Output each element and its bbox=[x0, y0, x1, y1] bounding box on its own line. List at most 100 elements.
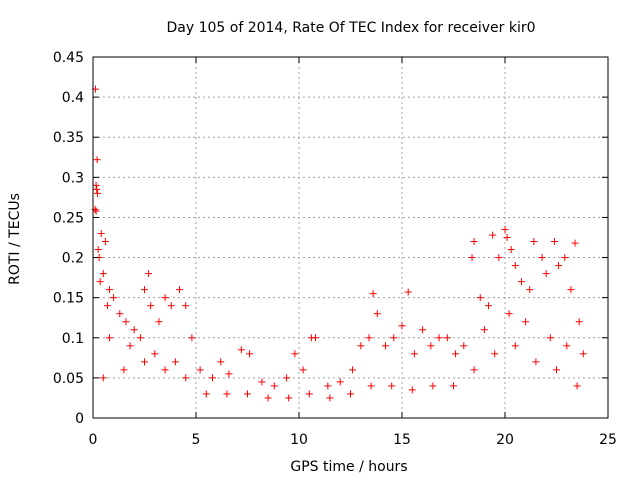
y-tick-label: 0.3 bbox=[62, 170, 84, 186]
data-point bbox=[96, 278, 104, 286]
data-point bbox=[246, 350, 254, 358]
data-point bbox=[567, 286, 575, 294]
data-point bbox=[99, 270, 107, 278]
data-point bbox=[264, 394, 272, 402]
data-point bbox=[476, 294, 484, 302]
data-point bbox=[452, 350, 460, 358]
data-point bbox=[208, 374, 216, 382]
data-point bbox=[561, 254, 569, 262]
data-point bbox=[299, 366, 307, 374]
data-point bbox=[503, 234, 511, 241]
data-point bbox=[542, 270, 550, 278]
data-point bbox=[217, 358, 225, 366]
data-point bbox=[182, 302, 190, 310]
data-point bbox=[93, 156, 101, 164]
data-point bbox=[305, 390, 313, 398]
data-point bbox=[92, 207, 100, 215]
data-point bbox=[507, 246, 515, 254]
data-point bbox=[480, 326, 488, 334]
y-axis-title: ROTI / TECUs bbox=[7, 193, 23, 285]
data-point bbox=[538, 254, 546, 262]
data-point bbox=[130, 326, 138, 334]
data-point bbox=[530, 238, 538, 246]
data-point bbox=[147, 302, 155, 310]
y-tick-label: 0.35 bbox=[53, 130, 84, 146]
data-point bbox=[202, 390, 210, 398]
data-point bbox=[101, 238, 109, 246]
data-point bbox=[579, 350, 587, 358]
x-tick-label: 20 bbox=[496, 432, 514, 448]
x-axis-title: GPS time / hours bbox=[290, 459, 407, 475]
data-point bbox=[550, 238, 558, 246]
y-tick-label: 0.25 bbox=[53, 210, 84, 226]
data-point bbox=[93, 185, 101, 193]
data-point bbox=[553, 366, 560, 374]
y-tick-label: 0.2 bbox=[62, 251, 84, 267]
data-point bbox=[505, 310, 513, 318]
data-point bbox=[365, 334, 373, 342]
data-point bbox=[94, 246, 102, 254]
data-point bbox=[390, 334, 398, 342]
chart-title: Day 105 of 2014, Rate Of TEC Index for r… bbox=[166, 20, 535, 36]
data-point bbox=[120, 366, 128, 374]
data-point bbox=[258, 378, 266, 386]
data-point bbox=[546, 334, 554, 342]
data-point bbox=[136, 334, 144, 342]
data-point bbox=[563, 342, 571, 350]
data-point bbox=[167, 302, 175, 310]
y-tick-label: 0.4 bbox=[62, 90, 84, 106]
data-point bbox=[369, 290, 377, 298]
x-tick-label: 25 bbox=[599, 432, 617, 448]
data-point bbox=[283, 374, 291, 382]
data-point bbox=[223, 390, 231, 398]
data-point bbox=[103, 302, 111, 310]
data-point bbox=[443, 334, 451, 342]
data-point bbox=[176, 286, 184, 294]
data-point bbox=[532, 358, 540, 366]
data-point bbox=[367, 382, 375, 390]
data-point bbox=[404, 288, 412, 296]
data-point bbox=[171, 358, 179, 366]
grid-lines bbox=[93, 57, 608, 418]
data-point bbox=[573, 382, 581, 390]
data-point bbox=[511, 262, 519, 270]
data-point bbox=[244, 390, 251, 398]
plot-frame bbox=[92, 56, 609, 419]
data-point bbox=[94, 189, 102, 197]
data-point bbox=[105, 286, 113, 294]
y-tick-label: 0.45 bbox=[53, 50, 84, 66]
data-point bbox=[141, 286, 148, 294]
y-tick-label: 0 bbox=[75, 411, 84, 427]
data-point bbox=[155, 318, 163, 326]
data-point bbox=[427, 342, 435, 350]
data-point bbox=[485, 302, 493, 310]
data-point bbox=[97, 229, 105, 237]
data-point bbox=[450, 382, 457, 390]
data-point bbox=[495, 254, 503, 262]
data-point bbox=[511, 342, 519, 350]
data-points bbox=[91, 85, 587, 402]
data-point bbox=[188, 334, 196, 342]
data-point bbox=[99, 374, 107, 382]
data-point bbox=[225, 370, 233, 378]
y-tick-label: 0.1 bbox=[62, 331, 84, 347]
data-point bbox=[429, 382, 437, 390]
data-point bbox=[408, 386, 416, 394]
data-point bbox=[141, 358, 148, 366]
data-point bbox=[311, 334, 319, 342]
data-point bbox=[161, 294, 169, 302]
data-point bbox=[410, 350, 418, 358]
data-point bbox=[470, 238, 478, 246]
data-point bbox=[555, 262, 563, 270]
data-point bbox=[161, 366, 169, 374]
data-point bbox=[468, 254, 476, 262]
data-point bbox=[92, 181, 100, 189]
y-tick-label: 0.05 bbox=[53, 371, 84, 387]
data-point bbox=[285, 394, 293, 402]
x-tick-label: 5 bbox=[192, 432, 201, 448]
data-point bbox=[398, 322, 406, 330]
data-point bbox=[336, 378, 344, 386]
data-point bbox=[357, 342, 365, 350]
data-point bbox=[237, 346, 245, 354]
